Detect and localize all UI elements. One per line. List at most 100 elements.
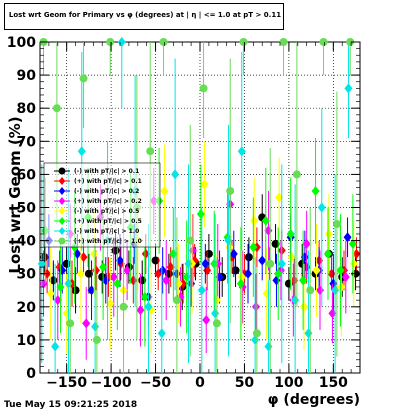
data-point bbox=[244, 268, 252, 279]
data-point bbox=[71, 286, 80, 295]
data-point bbox=[274, 268, 283, 279]
data-point bbox=[226, 186, 235, 195]
y-tick-label: 50 bbox=[17, 201, 37, 217]
data-point bbox=[56, 281, 65, 292]
legend-marker bbox=[58, 177, 66, 185]
data-point bbox=[160, 185, 169, 196]
data-point bbox=[162, 275, 171, 286]
data-point bbox=[141, 248, 150, 259]
data-point bbox=[312, 265, 321, 276]
data-point bbox=[306, 286, 315, 295]
y-tick-label: 0 bbox=[26, 366, 36, 382]
data-point bbox=[92, 335, 101, 344]
data-point bbox=[200, 179, 209, 190]
data-point bbox=[166, 262, 175, 273]
x-tick-label: −100 bbox=[91, 375, 132, 391]
data-point bbox=[116, 255, 124, 266]
data-point bbox=[277, 258, 286, 269]
data-point bbox=[140, 291, 149, 302]
data-point bbox=[252, 301, 260, 312]
data-point bbox=[337, 281, 346, 292]
data-point bbox=[336, 265, 345, 276]
y-tick-label: 10 bbox=[17, 333, 37, 349]
data-point bbox=[237, 146, 246, 157]
y-tick-label: 80 bbox=[17, 101, 37, 117]
data-point bbox=[324, 248, 332, 259]
data-point bbox=[106, 298, 115, 309]
legend-label: (-) with pT/|c| > 0.5 bbox=[74, 208, 139, 215]
data-point bbox=[311, 185, 320, 196]
data-point bbox=[344, 83, 353, 94]
timestamp: Tue May 15 09:21:25 2018 bbox=[4, 400, 138, 410]
title-box: Lost wrt Geom for Primary vs φ (degrees)… bbox=[4, 3, 284, 30]
y-tick-label: 100 bbox=[7, 35, 36, 51]
y-tick-label: 60 bbox=[17, 167, 37, 183]
y-axis-label: Lost wrt Geom (%) bbox=[6, 116, 24, 274]
data-point bbox=[84, 269, 93, 278]
data-point bbox=[302, 238, 311, 249]
data-point bbox=[40, 253, 49, 262]
data-point bbox=[52, 104, 61, 113]
data-point bbox=[62, 259, 71, 268]
data-point bbox=[212, 319, 221, 328]
data-point bbox=[244, 253, 253, 262]
data-point bbox=[199, 84, 208, 93]
x-tick-label: 150 bbox=[319, 375, 348, 391]
data-point bbox=[158, 265, 167, 276]
data-point bbox=[109, 272, 118, 283]
data-point bbox=[229, 248, 238, 259]
data-point bbox=[346, 38, 355, 46]
axis-ticks: 0 10 20 30 40 50 60 70 80 90 100 −150 −100 −50 0 50 100 1… bbox=[7, 35, 361, 391]
data-point bbox=[188, 245, 197, 256]
data-point bbox=[37, 258, 46, 269]
data-point bbox=[186, 236, 195, 245]
data-point bbox=[77, 146, 86, 157]
legend-marker bbox=[58, 237, 66, 245]
data-point bbox=[202, 315, 211, 326]
data-point bbox=[239, 38, 248, 46]
data-point bbox=[287, 252, 296, 263]
x-tick-label: 100 bbox=[274, 375, 303, 391]
chart-title: Lost wrt Geom for Primary vs φ (degrees)… bbox=[8, 11, 282, 19]
legend-label: (-) with pT/|c| > 0.2 bbox=[74, 188, 139, 195]
data-point bbox=[275, 192, 284, 203]
y-tick-label: 30 bbox=[17, 267, 37, 283]
data-point bbox=[348, 238, 357, 249]
data-point bbox=[76, 268, 85, 279]
data-point bbox=[258, 255, 267, 266]
data-point bbox=[252, 329, 261, 338]
data-point bbox=[51, 341, 60, 352]
x-tick-label: 50 bbox=[235, 375, 255, 391]
legend-marker bbox=[58, 167, 66, 175]
x-tick-label: −150 bbox=[46, 375, 87, 391]
data-point bbox=[159, 38, 168, 46]
x-tick-label: −50 bbox=[140, 375, 171, 391]
data-point bbox=[261, 215, 270, 226]
data-point bbox=[290, 275, 299, 286]
data-point bbox=[144, 301, 153, 312]
data-point bbox=[46, 288, 55, 299]
legend-label: (+) with pT/|c| > 1.0 bbox=[74, 238, 142, 245]
data-point bbox=[53, 295, 62, 306]
data-point bbox=[237, 272, 246, 283]
y-tick-label: 90 bbox=[17, 68, 37, 84]
data-point bbox=[201, 258, 210, 269]
data-point bbox=[106, 38, 115, 46]
data-point bbox=[292, 170, 301, 179]
data-point bbox=[343, 232, 352, 243]
data-point bbox=[266, 259, 275, 268]
legend-label: (+) with pT/|c| > 0.5 bbox=[74, 218, 142, 225]
data-point bbox=[123, 265, 132, 276]
data-point bbox=[196, 209, 205, 220]
legend-label: (-) with pT/|c| > 1.0 bbox=[74, 228, 139, 235]
data-point bbox=[136, 305, 145, 316]
data-point bbox=[111, 246, 120, 255]
data-point bbox=[249, 242, 258, 253]
data-point bbox=[279, 38, 288, 46]
legend-marker bbox=[58, 217, 66, 225]
data-point bbox=[324, 228, 333, 239]
data-point bbox=[328, 308, 337, 319]
data-point bbox=[271, 239, 280, 248]
data-point bbox=[300, 301, 308, 312]
